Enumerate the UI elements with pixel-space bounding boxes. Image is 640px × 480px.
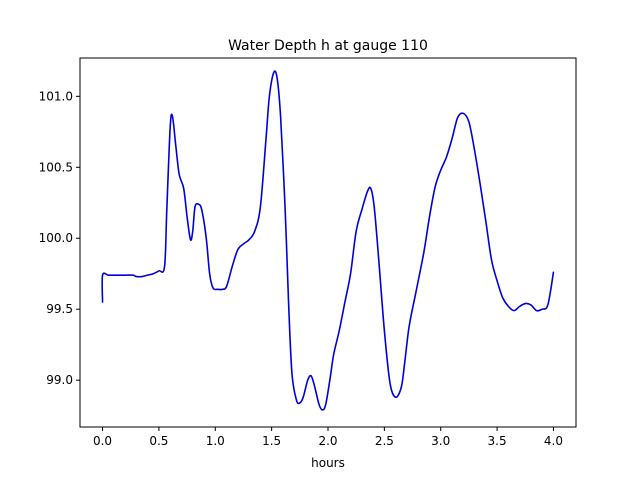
x-tick-label: 1.0 xyxy=(206,434,225,448)
plot-frame xyxy=(79,57,577,428)
plot-area xyxy=(101,70,555,411)
y-tick-label: 99.0 xyxy=(46,373,73,387)
x-tick-label: 2.0 xyxy=(318,434,337,448)
y-tick-label: 99.5 xyxy=(46,302,73,316)
y-tick-label: 101.0 xyxy=(39,89,73,103)
series-line xyxy=(101,70,555,411)
y-tick-label: 100.0 xyxy=(39,231,73,245)
y-tick-label: 100.5 xyxy=(39,160,73,174)
chart-title: Water Depth h at gauge 110 xyxy=(228,38,428,54)
x-tick-label: 2.5 xyxy=(375,434,394,448)
x-axis: 0.0 0.5 1.0 1.5 2.0 2.5 3.0 3.5 4.0 xyxy=(93,427,563,448)
x-tick-label: 0.5 xyxy=(149,434,168,448)
x-tick-label: 1.5 xyxy=(262,434,281,448)
x-tick-label: 3.5 xyxy=(488,434,507,448)
x-tick-label: 4.0 xyxy=(544,434,563,448)
x-tick-label: 0.0 xyxy=(93,434,112,448)
y-axis: 99.0 99.5 100.0 100.5 101.0 xyxy=(39,89,80,387)
x-axis-label: hours xyxy=(311,456,345,470)
x-tick-label: 3.0 xyxy=(431,434,450,448)
